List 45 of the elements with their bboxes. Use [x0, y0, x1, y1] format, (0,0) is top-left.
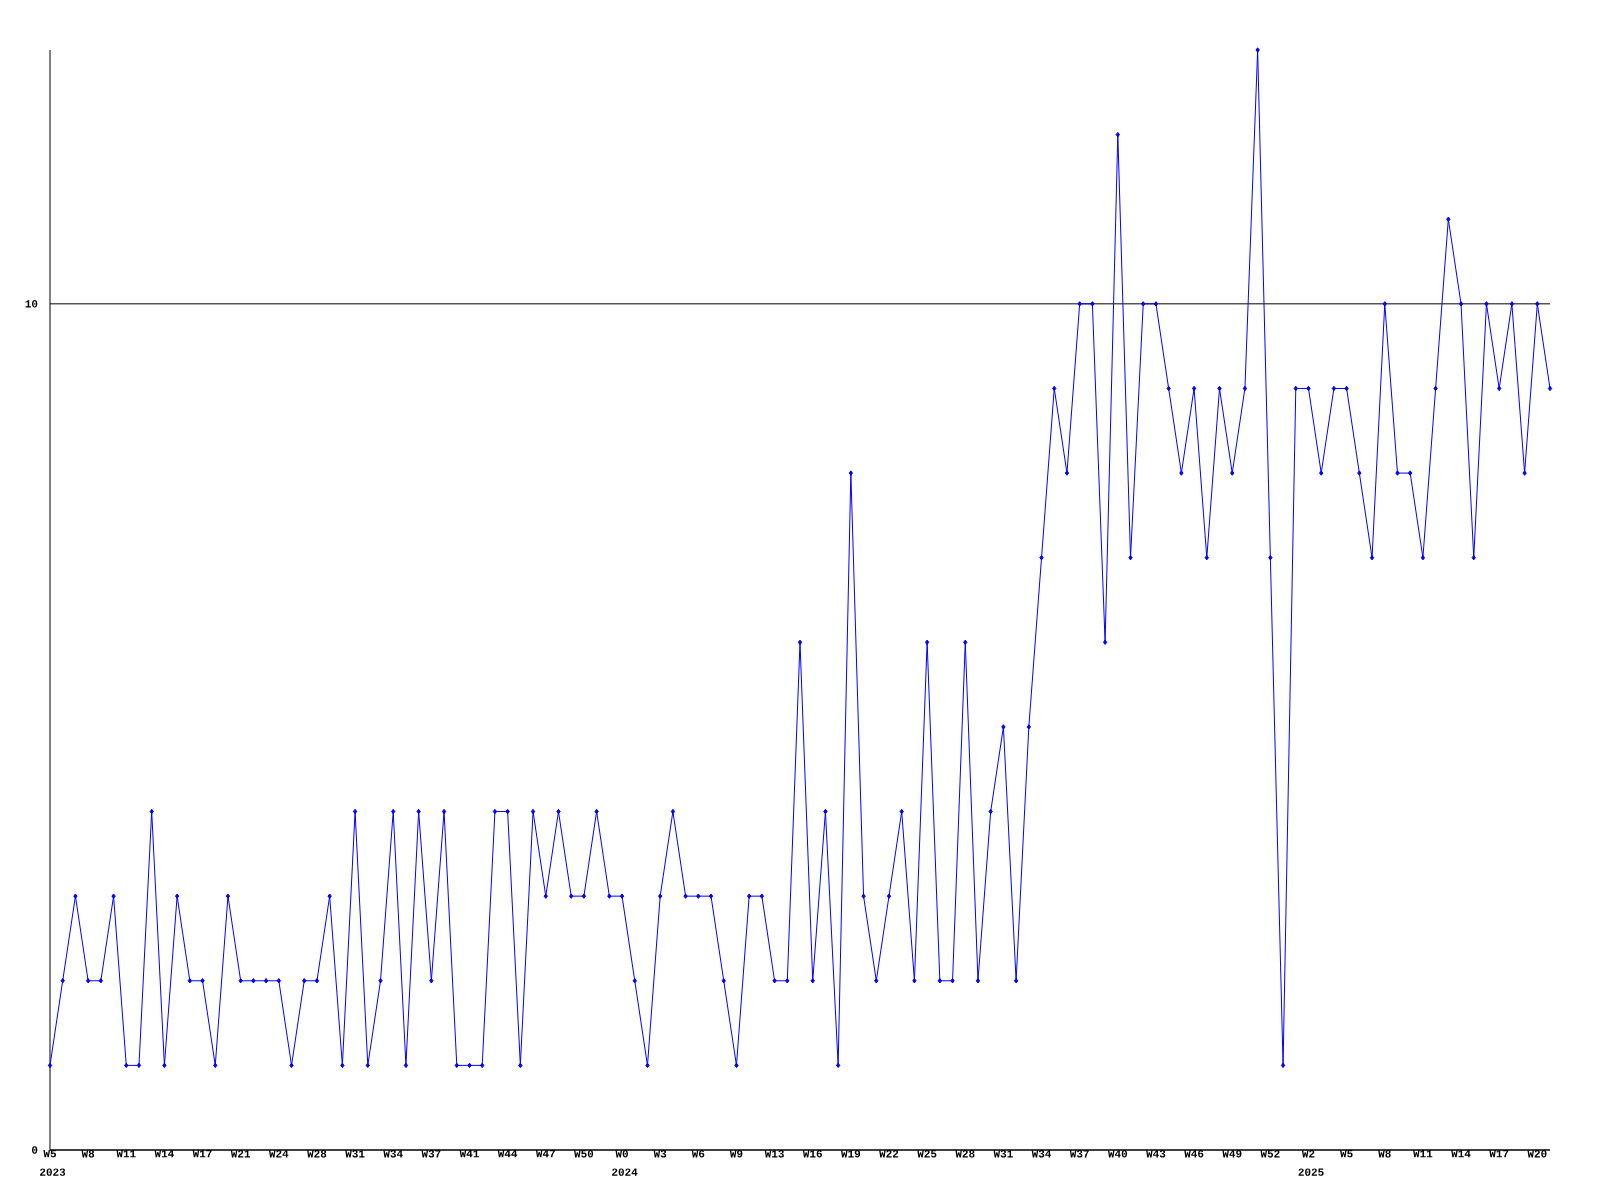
text: 2024 — [612, 1168, 638, 1176]
x-tick-label: W5 — [43, 1150, 56, 1158]
text: 2025 — [1298, 1168, 1324, 1176]
x-tick-label: W14 — [154, 1150, 174, 1158]
x-tick-label: W24 — [268, 1150, 289, 1158]
x-tick-label: W8 — [1378, 1150, 1391, 1158]
x-tick-label: W6 — [691, 1150, 705, 1158]
x-tick-label: W13 — [764, 1150, 784, 1158]
x-tick-label: W20 — [1527, 1150, 1547, 1158]
x-tick-label: W28 — [955, 1150, 975, 1158]
x-tick-label: W5 — [1340, 1150, 1353, 1158]
x-tick-label: W14 — [1451, 1150, 1471, 1158]
x-tick-label: W19 — [840, 1150, 861, 1158]
x-tick-label: W37 — [1069, 1150, 1089, 1158]
x-tick-label: W49 — [1222, 1150, 1242, 1158]
x-tick-label: W11 — [1413, 1150, 1433, 1158]
x-tick-label: W52 — [1260, 1150, 1280, 1158]
x-tick-label: W16 — [802, 1150, 822, 1158]
x-tick-label: W43 — [1146, 1150, 1166, 1158]
x-tick-label: W41 — [459, 1150, 479, 1158]
x-tick-label: W22 — [879, 1150, 899, 1158]
x-tick-label: W17 — [192, 1150, 212, 1158]
y-tick-label: 0 — [32, 1146, 38, 1154]
x-tick-label: W46 — [1184, 1150, 1204, 1158]
x-tick-label: W28 — [307, 1150, 327, 1158]
x-tick-label: W8 — [81, 1150, 95, 1158]
x-tick-label: W2 — [1301, 1150, 1315, 1158]
x-tick-label: W37 — [421, 1150, 441, 1158]
x-tick-label: W50 — [574, 1150, 594, 1158]
x-tick-label: W3 — [653, 1150, 667, 1158]
text: 2023 — [40, 1168, 66, 1176]
x-tick-label: W17 — [1489, 1150, 1509, 1158]
x-tick-label: W21 — [230, 1150, 251, 1158]
x-tick-label: W11 — [116, 1150, 136, 1158]
x-tick-label: W40 — [1107, 1150, 1128, 1158]
x-tick-label: W31 — [345, 1150, 365, 1158]
x-tick-label: W31 — [993, 1150, 1013, 1158]
x-tick-label: W44 — [497, 1150, 518, 1158]
x-tick-label: W9 — [729, 1150, 743, 1158]
x-tick-label: W25 — [917, 1150, 937, 1158]
y-tick-label: 10 — [25, 300, 38, 308]
x-tick-label: W34 — [1031, 1150, 1052, 1158]
x-tick-label: W47 — [535, 1150, 555, 1158]
x-tick-label: W34 — [383, 1150, 403, 1158]
x-tick-label: W0 — [615, 1150, 628, 1158]
